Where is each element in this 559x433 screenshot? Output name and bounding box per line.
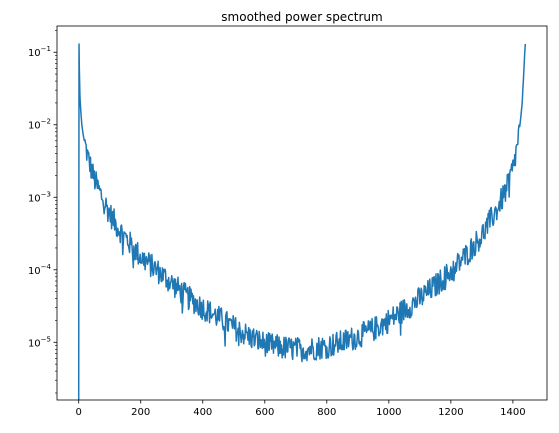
y-tick-label: 10−3 [28, 190, 51, 204]
x-tick-label: 0 [76, 407, 82, 418]
x-tick-label: 200 [131, 407, 150, 418]
plot-area-frame [56, 25, 548, 401]
x-tick-label: 800 [317, 407, 336, 418]
x-tick-label: 1200 [438, 407, 463, 418]
series-line [77, 43, 527, 401]
y-tick-label: 10−2 [28, 118, 51, 132]
y-tick-label: 10−1 [28, 45, 51, 59]
x-tick-label: 400 [193, 407, 212, 418]
x-tick-label: 1400 [500, 407, 525, 418]
y-tick-label: 10−5 [28, 335, 51, 349]
y-tick-label: 10−4 [28, 263, 52, 277]
chart-title: smoothed power spectrum [221, 10, 382, 24]
x-tick-label: 1000 [376, 407, 401, 418]
x-tick-label: 600 [255, 407, 274, 418]
